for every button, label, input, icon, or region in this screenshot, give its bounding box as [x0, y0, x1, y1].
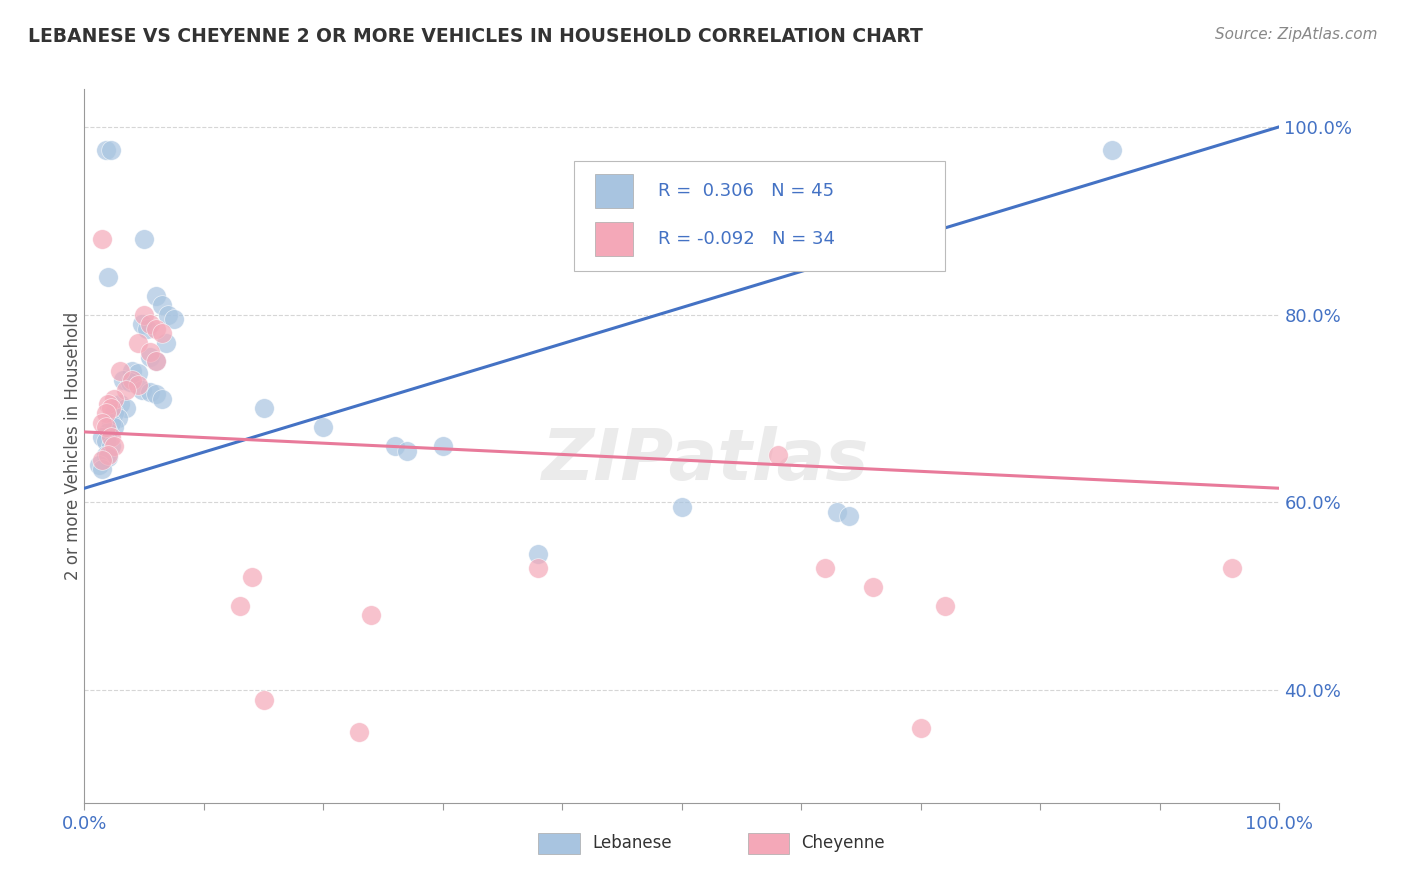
Bar	[748, 833, 790, 855]
Point	[150, 326, 173, 341]
Point	[838, 509, 860, 524]
Point	[115, 401, 138, 416]
Point	[934, 599, 956, 613]
Point	[145, 289, 167, 303]
Point	[94, 143, 117, 157]
Point	[91, 232, 114, 246]
Point	[827, 505, 849, 519]
Point	[766, 449, 789, 463]
Point	[103, 420, 125, 434]
Point	[91, 453, 114, 467]
Point	[253, 401, 276, 416]
Bar	[595, 222, 633, 256]
Point	[100, 143, 122, 157]
Point	[94, 406, 117, 420]
Point	[139, 317, 162, 331]
Point	[94, 420, 117, 434]
Point	[910, 721, 932, 735]
Point	[527, 547, 550, 561]
Text: Cheyenne: Cheyenne	[801, 835, 884, 853]
Point	[132, 232, 156, 246]
Point	[97, 270, 120, 285]
Point	[360, 607, 382, 622]
Point	[121, 373, 143, 387]
Point	[139, 345, 162, 359]
FancyBboxPatch shape	[575, 161, 945, 271]
Point	[97, 450, 120, 465]
Point	[131, 383, 153, 397]
Point	[91, 462, 114, 476]
Text: R = -0.092   N = 34: R = -0.092 N = 34	[658, 230, 835, 248]
Point	[145, 354, 167, 368]
Point	[97, 449, 120, 463]
Point	[157, 308, 180, 322]
Point	[145, 387, 167, 401]
Point	[155, 335, 177, 350]
Point	[240, 570, 263, 584]
Point	[814, 561, 837, 575]
Point	[127, 366, 149, 380]
Point	[131, 317, 153, 331]
Point	[97, 425, 120, 439]
Point	[312, 420, 335, 434]
Text: LEBANESE VS CHEYENNE 2 OR MORE VEHICLES IN HOUSEHOLD CORRELATION CHART: LEBANESE VS CHEYENNE 2 OR MORE VEHICLES …	[28, 27, 922, 45]
Y-axis label: 2 or more Vehicles in Household: 2 or more Vehicles in Household	[65, 312, 82, 580]
Point	[1220, 561, 1243, 575]
Point	[91, 416, 114, 430]
Point	[253, 692, 276, 706]
Point	[110, 397, 132, 411]
Point	[396, 443, 419, 458]
Point	[1101, 143, 1123, 157]
Point	[94, 434, 117, 449]
Point	[139, 384, 162, 399]
Bar	[538, 833, 581, 855]
Text: Source: ZipAtlas.com: Source: ZipAtlas.com	[1215, 27, 1378, 42]
Point	[229, 599, 252, 613]
Point	[121, 364, 143, 378]
Point	[432, 439, 454, 453]
Point	[100, 401, 122, 416]
Bar	[595, 174, 633, 209]
Point	[150, 392, 173, 406]
Point	[671, 500, 693, 514]
Point	[150, 298, 173, 312]
Point	[127, 378, 149, 392]
Point	[862, 580, 884, 594]
Text: Lebanese: Lebanese	[592, 835, 672, 853]
Point	[100, 429, 122, 443]
Point	[115, 383, 138, 397]
Point	[145, 321, 167, 335]
Point	[384, 439, 406, 453]
Point	[527, 561, 550, 575]
Point	[87, 458, 110, 472]
Point	[107, 410, 129, 425]
Point	[103, 439, 125, 453]
Text: R =  0.306   N = 45: R = 0.306 N = 45	[658, 182, 834, 200]
Point	[110, 364, 132, 378]
Point	[139, 350, 162, 364]
Point	[163, 312, 186, 326]
Point	[100, 439, 122, 453]
Point	[127, 335, 149, 350]
Text: ZIPatlas: ZIPatlas	[543, 425, 869, 495]
Point	[118, 375, 141, 389]
Point	[91, 429, 114, 443]
Point	[349, 725, 371, 739]
Point	[111, 373, 134, 387]
Point	[145, 354, 167, 368]
Point	[132, 308, 156, 322]
Point	[103, 406, 125, 420]
Point	[97, 397, 120, 411]
Point	[100, 416, 122, 430]
Point	[103, 392, 125, 406]
Point	[135, 321, 157, 335]
Point	[94, 449, 117, 463]
